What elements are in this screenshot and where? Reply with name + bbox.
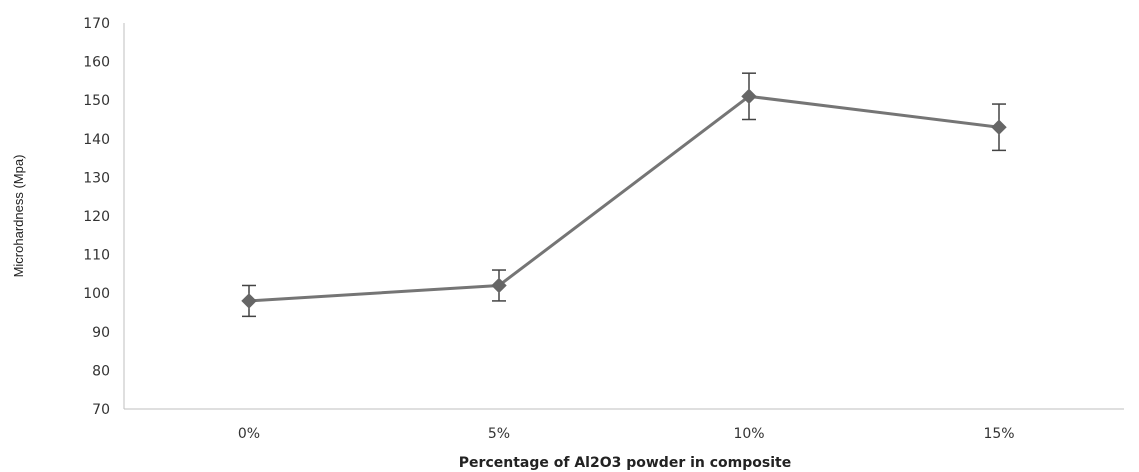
y-tick-label: 90 xyxy=(92,325,110,341)
x-tick-label: 15% xyxy=(983,426,1014,442)
y-tick-label: 120 xyxy=(83,209,110,225)
y-tick-label: 70 xyxy=(92,402,110,418)
y-tick-label: 160 xyxy=(83,55,110,71)
y-tick-label: 80 xyxy=(92,363,110,379)
y-tick-label: 150 xyxy=(83,93,110,109)
x-axis-title: Percentage of Al2O3 powder in composite xyxy=(459,455,791,471)
data-point-marker xyxy=(242,294,256,308)
data-markers xyxy=(242,89,1006,308)
y-tick-label: 110 xyxy=(83,248,110,264)
error-bars xyxy=(242,73,1006,316)
y-axis-title: Microhardness (Mpa) xyxy=(11,155,26,278)
y-tick-labels: 70 80 90 100 110 120 130 140 150 160 170 xyxy=(83,16,110,418)
x-tick-label: 10% xyxy=(733,426,764,442)
y-tick-label: 130 xyxy=(83,170,110,186)
y-tick-label: 170 xyxy=(83,16,110,32)
series-line xyxy=(249,96,999,301)
data-point-marker xyxy=(992,120,1006,134)
y-tick-label: 140 xyxy=(83,132,110,148)
x-tick-label: 5% xyxy=(488,426,510,442)
y-tick-label: 100 xyxy=(83,286,110,302)
x-tick-label: 0% xyxy=(238,426,260,442)
x-tick-labels: 0% 5% 10% 15% xyxy=(238,426,1015,442)
